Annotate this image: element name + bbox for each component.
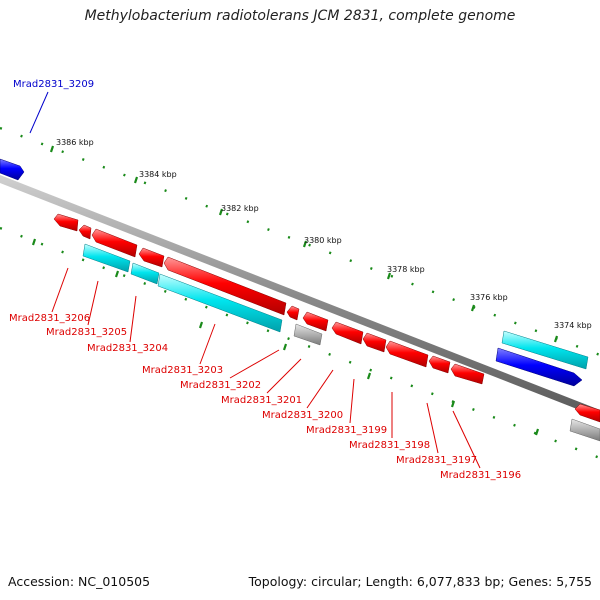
major-tick [133,176,139,184]
leader-line-3205 [87,280,99,326]
leader-line-3209 [29,91,49,134]
gene-feature-reverse[interactable] [331,321,364,345]
leader-line-3204 [129,295,137,343]
major-ticks [49,145,559,343]
gene-feature-cyan[interactable] [82,243,131,273]
gene-feature-forward[interactable] [0,158,25,181]
leader-line-3202 [229,349,280,379]
gene-feature-reverse[interactable] [163,256,287,316]
gene-label-3197[interactable]: Mrad2831_3197 [396,455,477,466]
major-tick [218,208,224,216]
genome-summary: Topology: circular; Length: 6,077,833 bp… [248,574,592,589]
gene-label-3203[interactable]: Mrad2831_3203 [142,365,223,376]
genome-backbone [0,175,600,418]
gene-label-3198[interactable]: Mrad2831_3198 [349,440,430,451]
gene-label-3205[interactable]: Mrad2831_3205 [46,327,127,338]
gene-feature-reverse[interactable] [450,363,485,385]
inner-major-ticks [31,238,540,436]
major-tick [386,272,392,280]
gene-feature-reverse[interactable] [78,224,92,240]
tick-label: 3380 kbp [304,236,342,245]
gene-feature-reverse[interactable] [286,305,300,321]
gene-feature-reverse[interactable] [574,403,600,423]
tick-labels: 3386 kbp 3384 kbp 3382 kbp 3380 kbp 3378… [56,138,592,330]
gene-feature-forward[interactable] [495,347,583,387]
major-tick [114,270,120,278]
gene-feature-reverse[interactable] [53,213,79,232]
gene-label-3200[interactable]: Mrad2831_3200 [262,410,343,421]
major-tick [49,145,55,153]
leader-line-3203 [199,323,216,365]
gene-feature-reverse[interactable] [362,332,387,353]
leader-line-3196 [452,410,481,469]
leader-line-3197 [426,402,439,454]
leader-line-3199 [349,378,355,424]
leader-line-3200 [306,369,334,409]
gene-feature-grey[interactable] [569,418,600,442]
tick-label: 3376 kbp [470,293,508,302]
tick-label: 3378 kbp [387,265,425,274]
major-tick [302,240,308,248]
gene-feature-reverse[interactable] [91,228,138,258]
gene-feature-reverse[interactable] [138,247,165,268]
gene-feature-cyan[interactable] [501,330,589,370]
gene-label-3201[interactable]: Mrad2831_3201 [221,395,302,406]
major-tick [470,304,476,312]
gene-labels: Mrad2831_3209 Mrad2831_3206 Mrad2831_320… [9,79,521,481]
gene-label-3202[interactable]: Mrad2831_3202 [180,380,261,391]
major-tick [198,321,204,329]
major-tick [282,343,288,351]
major-tick [366,372,372,380]
major-tick [534,428,540,436]
tick-label: 3384 kbp [139,170,177,179]
major-tick [450,400,456,408]
leader-line-3206 [51,267,69,313]
major-tick [31,238,37,246]
gene-feature-reverse[interactable] [385,340,429,368]
gene-feature-grey[interactable] [293,323,323,346]
gene-label-3199[interactable]: Mrad2831_3199 [306,425,387,436]
gene-label-3209[interactable]: Mrad2831_3209 [13,79,94,90]
gene-feature-reverse[interactable] [428,355,451,374]
gene-label-3196[interactable]: Mrad2831_3196 [440,470,521,481]
genome-title: Methylobacterium radiotolerans JCM 2831,… [84,8,516,24]
gene-label-3206[interactable]: Mrad2831_3206 [9,313,90,324]
gene-feature-cyan[interactable] [130,262,160,285]
label-leaders [29,91,481,469]
leader-line-3201 [266,358,302,394]
tick-label: 3386 kbp [56,138,94,147]
gene-feature-reverse[interactable] [302,311,329,332]
tick-label: 3374 kbp [554,321,592,330]
tick-label: 3382 kbp [221,204,259,213]
gene-label-3204[interactable]: Mrad2831_3204 [87,343,168,354]
accession-label: Accession: NC_010505 [8,574,151,589]
major-tick [553,335,559,343]
gene-feature-cyan[interactable] [157,273,283,333]
